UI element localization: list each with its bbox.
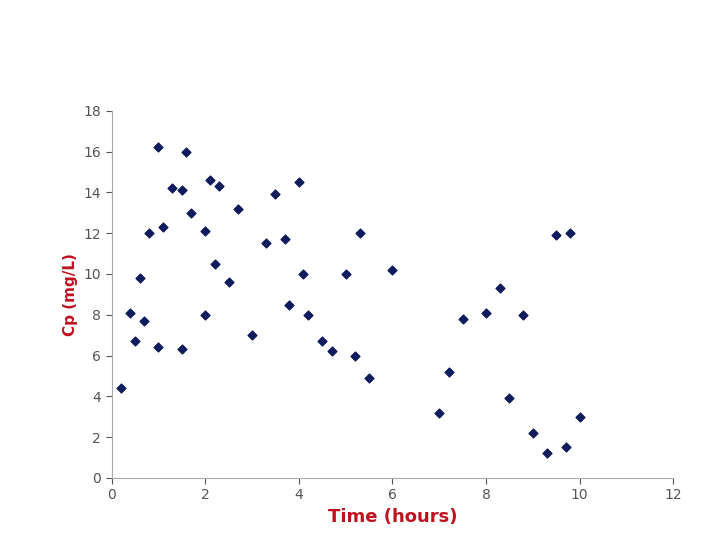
Point xyxy=(157,222,168,231)
Point xyxy=(125,308,136,317)
Point xyxy=(269,190,281,199)
Point xyxy=(340,269,351,278)
Point xyxy=(246,331,258,340)
Point xyxy=(279,235,291,244)
Point xyxy=(354,229,365,238)
Point xyxy=(574,413,585,421)
Point xyxy=(209,259,220,268)
Point xyxy=(504,394,516,403)
Point xyxy=(176,186,187,194)
Point xyxy=(176,345,187,354)
Point xyxy=(443,368,454,376)
Point xyxy=(153,143,164,152)
Point xyxy=(457,314,469,323)
Point xyxy=(387,266,398,274)
Point xyxy=(232,204,243,213)
Point xyxy=(564,229,576,238)
Point xyxy=(494,284,505,293)
Point xyxy=(325,347,337,356)
Point xyxy=(138,316,150,325)
Text: Plasma concentration vs time curve: Plasma concentration vs time curve xyxy=(29,28,644,56)
Point xyxy=(550,231,562,239)
Point xyxy=(560,443,572,451)
Point xyxy=(480,308,492,317)
Point xyxy=(223,278,235,286)
Point xyxy=(298,269,310,278)
Y-axis label: Cp (mg/L): Cp (mg/L) xyxy=(63,253,78,336)
Point xyxy=(153,343,164,352)
Point xyxy=(527,429,539,437)
Point xyxy=(541,449,553,458)
Point xyxy=(167,184,179,193)
Point xyxy=(130,337,141,346)
Point xyxy=(284,300,295,309)
Point xyxy=(134,274,145,282)
Point xyxy=(317,337,328,346)
Point xyxy=(143,229,155,238)
Point xyxy=(349,351,361,360)
Point xyxy=(185,208,197,217)
Point xyxy=(302,310,314,319)
Point xyxy=(260,239,271,248)
Point xyxy=(364,374,375,382)
Point xyxy=(433,408,445,417)
Point xyxy=(213,182,225,191)
Point xyxy=(518,310,529,319)
Point xyxy=(204,176,216,184)
X-axis label: Time (hours): Time (hours) xyxy=(328,508,457,526)
Point xyxy=(181,147,192,156)
Point xyxy=(199,227,211,235)
Point xyxy=(293,178,305,186)
Point xyxy=(199,310,211,319)
Point xyxy=(115,384,127,393)
